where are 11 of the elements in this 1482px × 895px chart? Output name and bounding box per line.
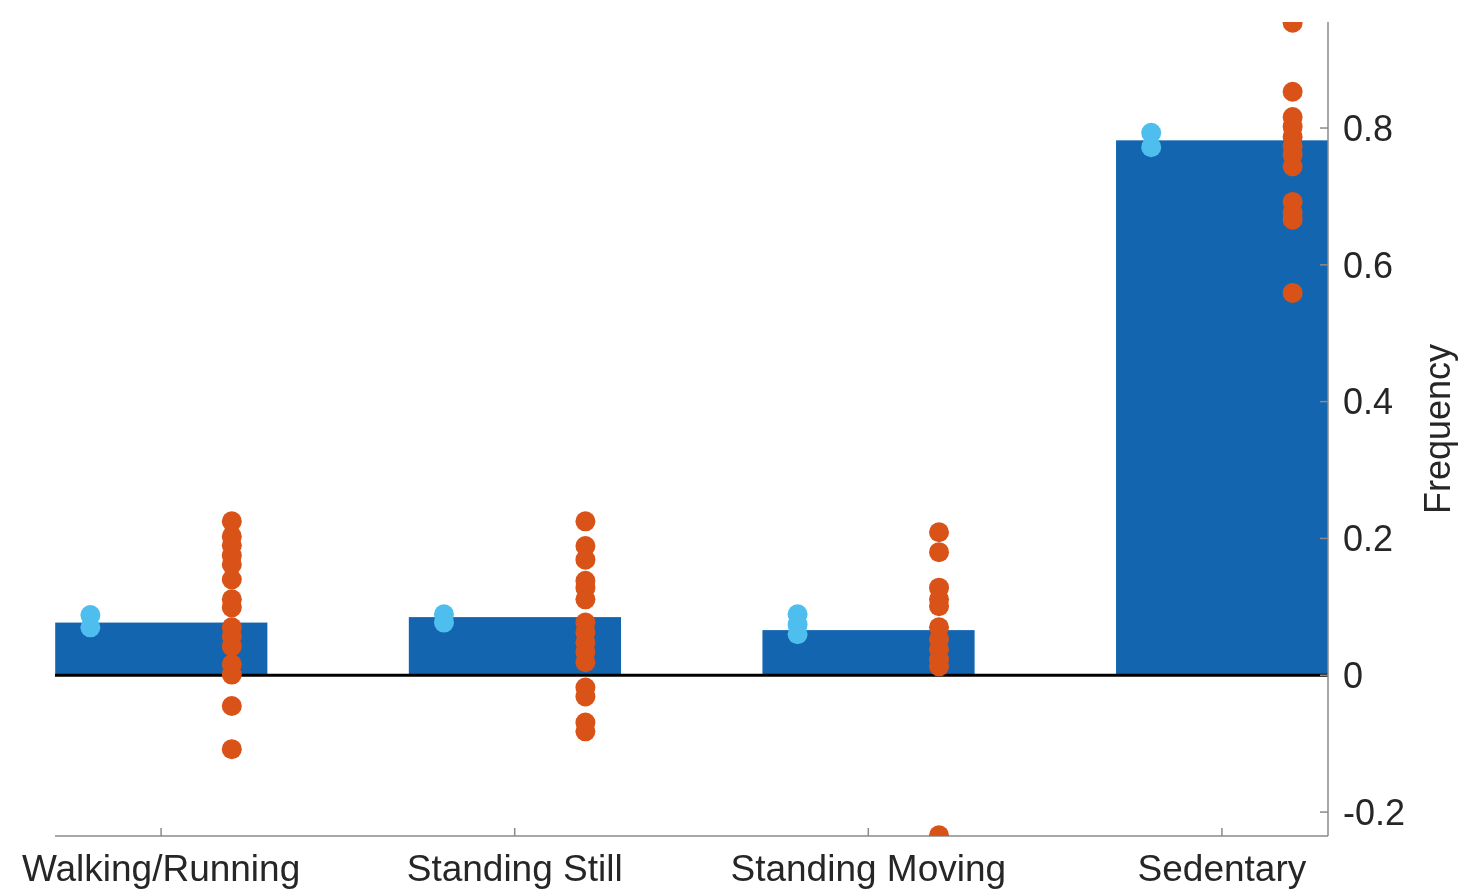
x-tick-label: Standing Still	[406, 848, 623, 890]
y-tick-label: 0	[1343, 655, 1364, 697]
x-tick-label: Walking/Running	[21, 848, 301, 890]
y-tick-label: 0.8	[1343, 107, 1394, 149]
y-tick-label: -0.2	[1343, 791, 1406, 833]
x-tick-label: Sedentary	[1137, 848, 1307, 890]
y-axis-title: Frequency	[1416, 343, 1458, 515]
x-tick-label: Standing Moving	[730, 848, 1007, 890]
y-tick-label: 0.6	[1343, 244, 1394, 286]
y-tick-label: 0.4	[1343, 381, 1394, 423]
y-tick-label: 0.2	[1343, 518, 1394, 560]
